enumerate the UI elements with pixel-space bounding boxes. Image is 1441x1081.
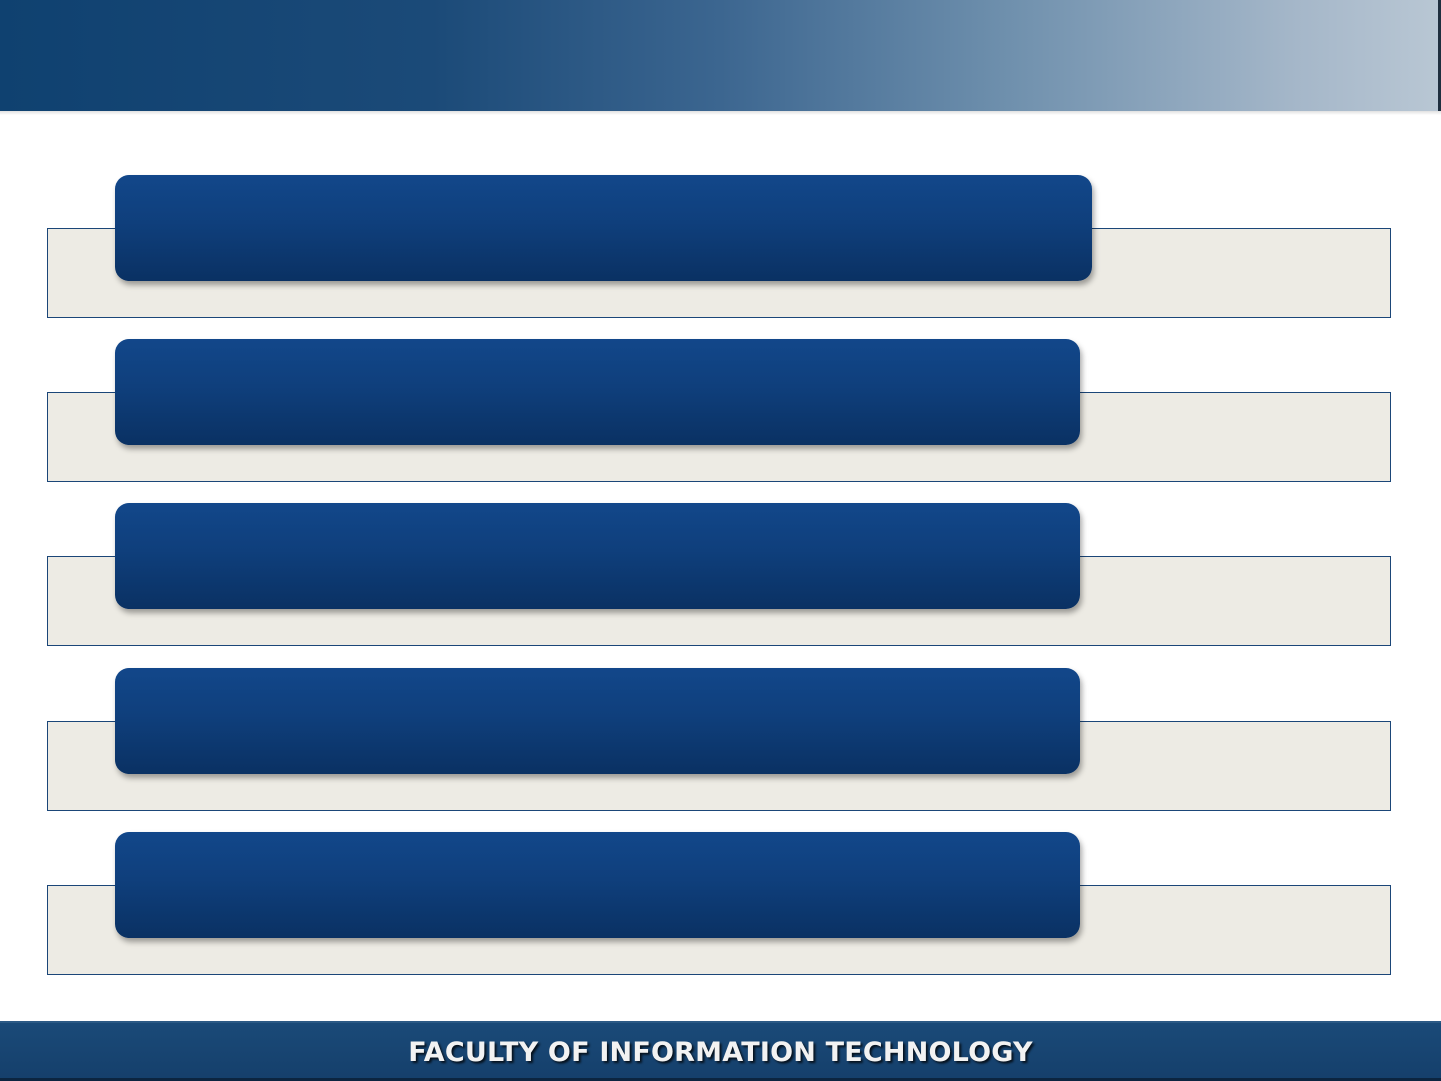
row-pill [115, 668, 1080, 774]
row-pill [115, 832, 1080, 938]
row-2 [0, 339, 1441, 489]
footer-title: FACULTY OF INFORMATION TECHNOLOGY [408, 1037, 1033, 1068]
top-banner-edge [1438, 0, 1441, 111]
content-rows [0, 175, 1441, 982]
row-pill [115, 175, 1092, 281]
row-pill [115, 503, 1080, 609]
footer-bar: FACULTY OF INFORMATION TECHNOLOGY [0, 1021, 1441, 1081]
row-4 [0, 668, 1441, 818]
footer-bottom-edge [0, 1078, 1441, 1081]
row-5 [0, 832, 1441, 982]
row-pill [115, 339, 1080, 445]
top-banner [0, 0, 1441, 115]
row-1 [0, 175, 1441, 325]
row-3 [0, 503, 1441, 653]
